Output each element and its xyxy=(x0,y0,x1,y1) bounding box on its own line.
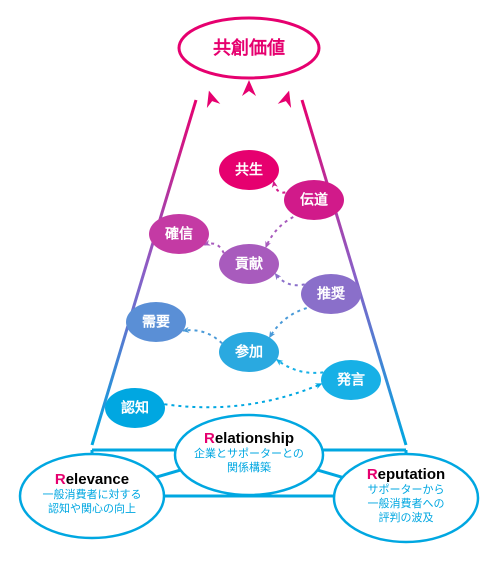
ladder-node-label: 需要 xyxy=(142,314,170,330)
base-node-title: Relevance xyxy=(55,471,129,488)
ladder-node-label: 参加 xyxy=(235,344,263,360)
diagram-canvas: 共生伝道確信貢献推奨需要参加発言認知 共創価値 Relevance一般消費者に対する… xyxy=(0,0,500,562)
dotted-link xyxy=(277,360,324,373)
dotted-link xyxy=(275,274,304,286)
pillar-arrowhead xyxy=(202,89,220,108)
base-node-title: Relationship xyxy=(204,430,294,447)
dotted-link xyxy=(266,214,300,247)
ladder-node-suisho: 推奨 xyxy=(301,274,361,314)
dotted-link xyxy=(183,330,222,343)
base-node-relevance: Relevance一般消費者に対する認知や関心の向上 xyxy=(20,454,164,538)
ladder-node-label: 貢献 xyxy=(235,256,263,272)
ladder-node-ninchi: 認知 xyxy=(105,388,165,428)
top-node-label: 共創価値 xyxy=(213,37,285,58)
base-node-sub: 関係構築 xyxy=(227,460,271,474)
ladder-node-juyo: 需要 xyxy=(126,302,186,342)
base-node-title: Reputation xyxy=(367,466,445,483)
ladder-node-label: 共生 xyxy=(235,162,263,178)
base-node-sub: 一般消費者への xyxy=(368,496,445,510)
dotted-link xyxy=(204,243,224,253)
ladder-node-label: 確信 xyxy=(165,226,193,242)
ladder-node-koken: 貢献 xyxy=(219,244,279,284)
ladder-node-label: 推奨 xyxy=(317,286,346,302)
base-node-sub: 認知や関心の向上 xyxy=(48,501,136,515)
ladder-node-kyosei: 共生 xyxy=(219,150,279,190)
ladder-node-label: 発言 xyxy=(336,372,365,388)
ladder-node-label: 伝道 xyxy=(300,192,328,208)
ladder-node-hatsugen: 発言 xyxy=(321,360,381,400)
top-node: 共創価値 xyxy=(179,18,319,78)
ladder-nodes: 共生伝道確信貢献推奨需要参加発言認知 xyxy=(105,150,381,428)
base-node-sub: サポーターから xyxy=(368,483,445,496)
base-node-sub: 評判の波及 xyxy=(379,510,434,524)
base-node-relationship: Relationship企業とサポーターとの関係構築 xyxy=(175,415,323,495)
ladder-node-label: 認知 xyxy=(121,400,149,416)
ladder-node-kakushin: 確信 xyxy=(149,214,209,254)
dotted-link xyxy=(164,384,321,407)
ladder-node-dendo: 伝道 xyxy=(284,180,344,220)
base-node-sub: 一般消費者に対する xyxy=(43,487,142,501)
ladder-node-sanka: 参加 xyxy=(219,332,279,372)
pillar-arrowhead xyxy=(278,89,296,108)
dotted-link xyxy=(270,306,314,337)
base-node-sub: 企業とサポーターとの xyxy=(194,446,304,460)
base-node-reputation: Reputationサポーターから一般消費者への評判の波及 xyxy=(334,454,478,542)
